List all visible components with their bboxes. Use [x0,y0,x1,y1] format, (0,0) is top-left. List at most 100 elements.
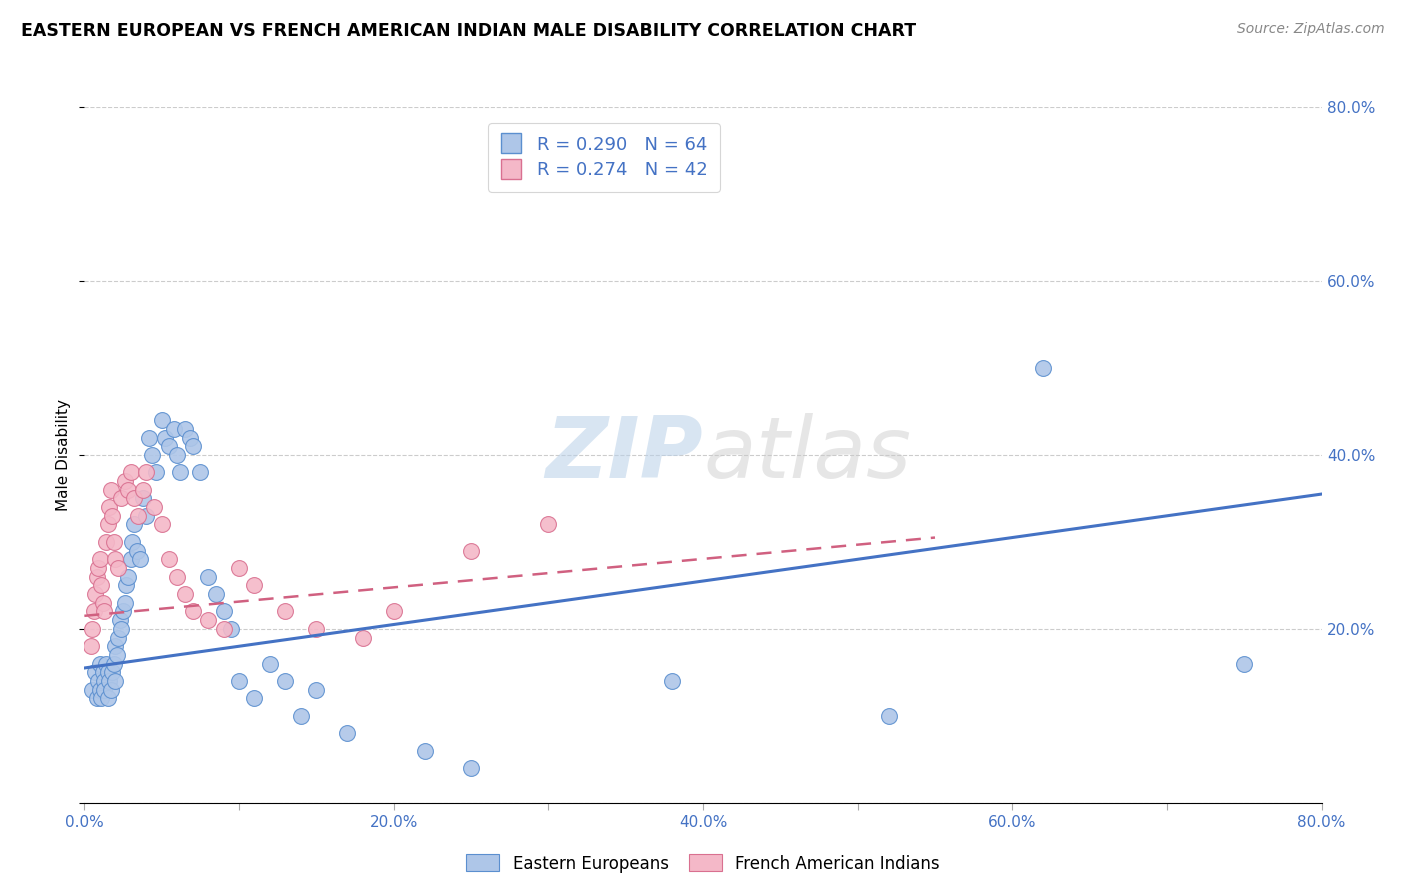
Point [91,665,114,680]
Point [91,596,114,610]
Point [129,552,152,566]
Point [104,552,127,566]
Point [138,431,160,445]
Point [110,491,132,506]
Point [221,622,243,636]
Point [290,708,312,723]
Point [163,422,186,436]
Point [174,422,197,436]
Point [143,500,166,514]
Point [166,570,188,584]
Point [87,674,110,689]
Point [115,578,138,592]
Point [94,657,117,671]
Point [141,448,163,462]
Text: atlas: atlas [703,413,911,497]
Point [259,657,281,671]
Point [117,570,139,584]
Text: Source: ZipAtlas.com: Source: ZipAtlas.com [1237,22,1385,37]
Point [150,413,173,427]
Point [243,578,266,592]
Text: EASTERN EUROPEAN VS FRENCH AMERICAN INDIAN MALE DISABILITY CORRELATION CHART: EASTERN EUROPEAN VS FRENCH AMERICAN INDI… [21,22,917,40]
Point [103,657,125,671]
Point [83,605,105,619]
Point [352,631,374,645]
Point [212,605,235,619]
Point [179,431,201,445]
Point [97,517,120,532]
Point [128,508,150,523]
Point [537,517,560,532]
Legend: R = 0.290   N = 64, R = 0.274   N = 42: R = 0.290 N = 64, R = 0.274 N = 42 [488,123,720,192]
Point [197,613,219,627]
Point [103,534,125,549]
Point [90,578,112,592]
Point [125,543,148,558]
Point [228,561,250,575]
Point [413,744,436,758]
Point [1233,657,1256,671]
Point [101,508,124,523]
Point [274,674,297,689]
Point [112,605,135,619]
Point [188,466,212,480]
Point [243,691,266,706]
Point [460,543,482,558]
Point [89,552,111,566]
Point [82,682,104,697]
Point [305,622,328,636]
Point [169,466,191,480]
Point [132,491,155,506]
Point [150,517,173,532]
Point [117,483,139,497]
Point [104,639,127,653]
Legend: Eastern Europeans, French American Indians: Eastern Europeans, French American India… [460,847,946,880]
Point [101,665,124,680]
Point [122,491,145,506]
Point [661,674,683,689]
Point [212,622,235,636]
Point [1032,360,1054,375]
Text: ZIP: ZIP [546,413,703,497]
Point [228,674,250,689]
Point [132,483,155,497]
Point [181,605,204,619]
Point [145,466,167,480]
Point [93,605,115,619]
Point [336,726,359,740]
Point [97,691,120,706]
Point [121,534,143,549]
Point [120,552,142,566]
Point [86,570,108,584]
Point [97,665,120,680]
Point [105,648,128,662]
Point [460,761,482,775]
Point [110,622,132,636]
Point [153,431,176,445]
Point [205,587,228,601]
Point [94,534,117,549]
Point [98,500,121,514]
Y-axis label: Male Disability: Male Disability [56,399,72,511]
Point [120,466,142,480]
Point [108,613,131,627]
Point [100,483,122,497]
Point [107,561,129,575]
Point [93,674,115,689]
Point [114,474,136,488]
Point [122,517,145,532]
Point [159,439,181,453]
Point [107,631,129,645]
Point [84,665,107,680]
Point [93,682,115,697]
Point [181,439,204,453]
Point [79,639,101,653]
Point [89,657,111,671]
Point [305,682,328,697]
Point [90,691,112,706]
Point [159,552,181,566]
Point [86,691,108,706]
Point [89,682,111,697]
Point [104,674,127,689]
Point [135,466,157,480]
